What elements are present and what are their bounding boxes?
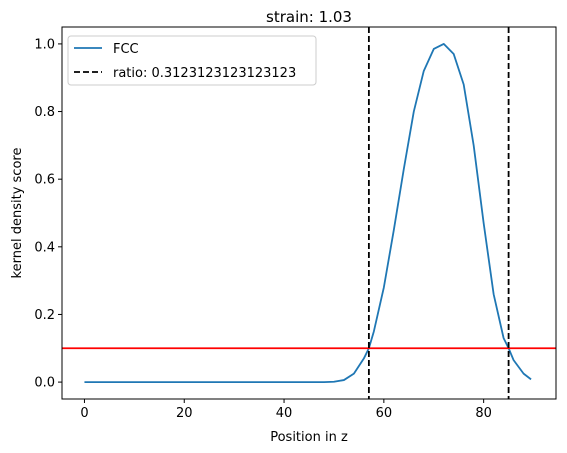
x-tick-label: 40 [276,406,293,421]
series-line-fcc [84,43,532,383]
x-tick-label: 20 [176,406,193,421]
y-tick-label: 1.0 [34,37,55,52]
x-axis-label: Position in z [270,430,348,445]
x-tick-label: 0 [80,406,88,421]
legend-label-ratio: ratio: 0.3123123123123123 [113,66,296,81]
legend-box [67,35,317,86]
y-tick-label: 0.0 [34,376,55,391]
axes-frame [61,26,557,400]
plot-area [62,27,556,399]
x-tick-label: 80 [475,406,492,421]
y-tick-label: 0.4 [34,240,55,255]
chart-title: strain: 1.03 [266,8,352,26]
y-tick-label: 0.2 [34,308,55,323]
y-axis: 0.0 0.2 0.4 0.6 0.8 1.0 [34,37,62,391]
x-axis: 0 20 40 60 80 [80,399,492,421]
x-tick-label: 60 [376,406,393,421]
y-axis-label: kernel density score [10,148,25,279]
legend: FCC ratio: 0.3123123123123123 [67,35,317,86]
y-tick-label: 0.8 [34,105,55,120]
y-tick-label: 0.6 [34,173,55,188]
legend-label-fcc: FCC [113,42,139,57]
